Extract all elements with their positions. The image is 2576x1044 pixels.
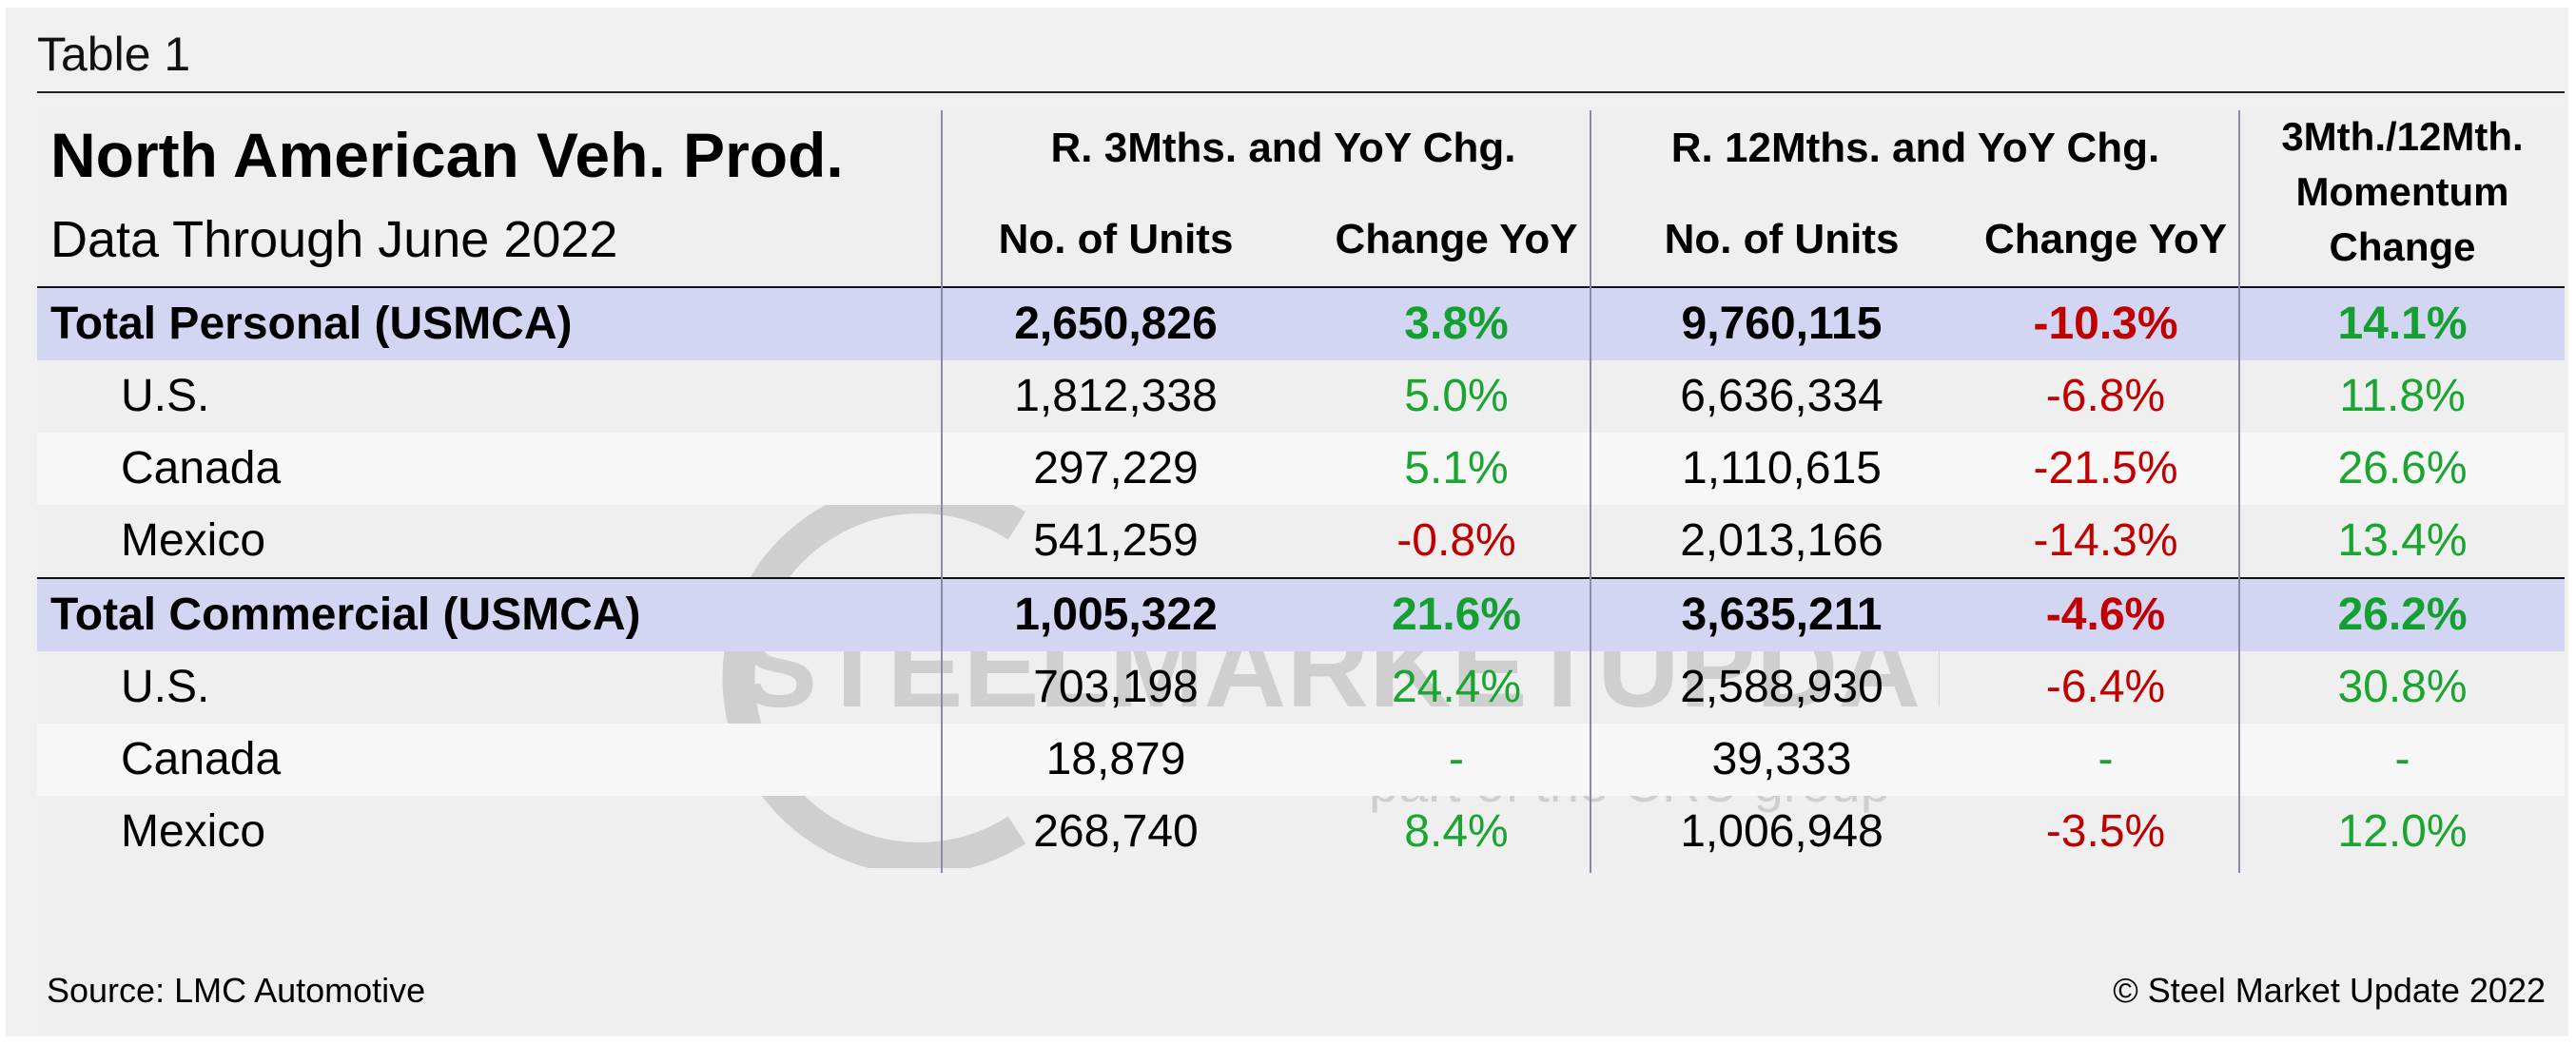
col-header-change-3m: Change YoY xyxy=(1335,216,1578,262)
row-label: Canada xyxy=(121,443,282,493)
change-12m: -3.5% xyxy=(2045,806,2166,857)
row-label: Total Commercial (USMCA) xyxy=(50,590,641,640)
table-label: Table 1 xyxy=(37,28,191,81)
row-label: Total Personal (USMCA) xyxy=(50,299,573,349)
change-3m: -0.8% xyxy=(1396,515,1516,566)
col-header-units-3m: No. of Units xyxy=(998,216,1234,262)
momentum-change: - xyxy=(2394,734,2410,784)
table-row-commercial-canada: Canada 18,879 - 39,333 - - xyxy=(37,724,2565,796)
table-subtitle: Data Through June 2022 xyxy=(50,211,618,268)
units-12m: 9,760,115 xyxy=(1681,299,1883,349)
momentum-line-3: Change xyxy=(2329,224,2476,269)
table-row-personal-mexico: Mexico 541,259 -0.8% 2,013,166 -14.3% 13… xyxy=(37,505,2565,577)
production-table: STEELMARKETUPDATE part of the CRU group … xyxy=(37,107,2565,1035)
col-header-momentum: 3Mth./12Mth. Momentum Change xyxy=(2240,109,2565,275)
change-3m: 21.6% xyxy=(1391,590,1522,640)
row-label: Mexico xyxy=(121,515,266,566)
table-row-personal-us: U.S. 1,812,338 5.0% 6,636,334 -6.8% 11.8… xyxy=(37,360,2565,433)
units-12m: 39,333 xyxy=(1711,734,1852,784)
momentum-change: 30.8% xyxy=(2337,662,2468,712)
units-3m: 268,740 xyxy=(1033,806,1199,857)
source-note: Source: LMC Automotive xyxy=(47,971,426,1010)
change-3m: 8.4% xyxy=(1404,806,1509,857)
units-12m: 1,006,948 xyxy=(1680,806,1883,857)
copyright-note: © Steel Market Update 2022 xyxy=(2113,971,2546,1010)
change-3m: 24.4% xyxy=(1391,662,1522,712)
col-header-units-12m: No. of Units xyxy=(1664,216,1900,262)
group-header-12-month: R. 12Mths. and YoY Chg. xyxy=(1670,125,2160,171)
momentum-line-1: 3Mth./12Mth. xyxy=(2281,114,2524,159)
table-figure: Table 1 STEELMARKETUPDATE part of the CR… xyxy=(6,8,2568,1036)
units-12m: 6,636,334 xyxy=(1680,371,1883,421)
col-header-change-12m: Change YoY xyxy=(1983,216,2228,262)
row-label: Canada xyxy=(121,734,282,784)
change-12m: -10.3% xyxy=(2033,299,2178,349)
momentum-change: 26.6% xyxy=(2337,443,2468,493)
row-label: U.S. xyxy=(121,371,210,421)
units-3m: 1,812,338 xyxy=(1014,371,1218,421)
momentum-change: 13.4% xyxy=(2337,515,2468,566)
units-12m: 2,588,930 xyxy=(1680,662,1883,712)
units-12m: 1,110,615 xyxy=(1682,443,1882,493)
units-12m: 3,635,211 xyxy=(1681,590,1883,640)
section-divider xyxy=(37,577,2565,579)
units-3m: 541,259 xyxy=(1033,515,1199,566)
change-3m: 5.1% xyxy=(1404,443,1509,493)
momentum-change: 11.8% xyxy=(2339,371,2466,421)
group-header-3-month: R. 3Mths. and YoY Chg. xyxy=(1050,125,1516,171)
table-row-total-personal: Total Personal (USMCA) 2,650,826 3.8% 9,… xyxy=(37,288,2565,360)
change-3m: 5.0% xyxy=(1404,371,1509,421)
change-12m: - xyxy=(2098,734,2114,784)
row-label: U.S. xyxy=(121,662,210,712)
change-12m: -21.5% xyxy=(2033,443,2178,493)
row-label: Mexico xyxy=(121,806,266,857)
units-3m: 2,650,826 xyxy=(1014,299,1218,349)
units-12m: 2,013,166 xyxy=(1680,515,1883,566)
change-3m: - xyxy=(1449,734,1464,784)
table-row-commercial-mexico: Mexico 268,740 8.4% 1,006,948 -3.5% 12.0… xyxy=(37,796,2565,868)
units-3m: 703,198 xyxy=(1033,662,1199,712)
table-title: North American Veh. Prod. xyxy=(50,120,844,190)
momentum-line-2: Momentum xyxy=(2295,169,2509,214)
table-row-personal-canada: Canada 297,229 5.1% 1,110,615 -21.5% 26.… xyxy=(37,433,2565,505)
units-3m: 18,879 xyxy=(1045,734,1186,784)
title-divider xyxy=(37,91,2565,93)
units-3m: 297,229 xyxy=(1033,443,1199,493)
change-12m: -6.8% xyxy=(2045,371,2166,421)
momentum-change: 26.2% xyxy=(2337,590,2468,640)
table-row-commercial-us: U.S. 703,198 24.4% 2,588,930 -6.4% 30.8% xyxy=(37,651,2565,724)
change-12m: -6.4% xyxy=(2045,662,2166,712)
table-row-total-commercial: Total Commercial (USMCA) 1,005,322 21.6%… xyxy=(37,579,2565,651)
momentum-change: 14.1% xyxy=(2337,299,2468,349)
change-3m: 3.8% xyxy=(1404,299,1509,349)
units-3m: 1,005,322 xyxy=(1014,590,1218,640)
momentum-change: 12.0% xyxy=(2337,806,2468,857)
change-12m: -4.6% xyxy=(2045,590,2166,640)
column-divider xyxy=(2238,110,2240,873)
change-12m: -14.3% xyxy=(2033,515,2178,566)
column-divider xyxy=(941,110,943,873)
column-divider xyxy=(1590,110,1591,873)
header-divider xyxy=(37,286,2565,288)
